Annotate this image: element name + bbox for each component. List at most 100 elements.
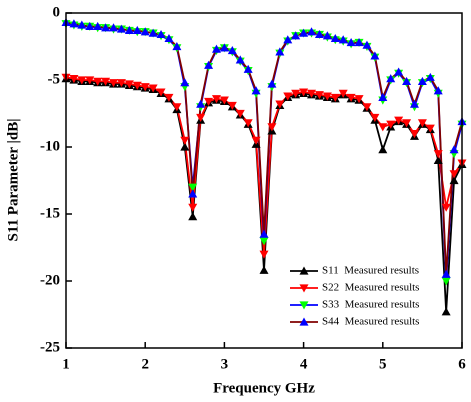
marker [417, 76, 427, 85]
marker [283, 92, 293, 101]
marker [441, 203, 451, 212]
marker [433, 155, 443, 164]
marker [354, 95, 364, 104]
marker [283, 35, 293, 44]
x-axis-label: Frequency GHz [213, 380, 315, 396]
y-axis-label: S11 Parameter |dB| [5, 119, 21, 242]
marker [338, 89, 348, 98]
marker [441, 277, 451, 286]
marker [370, 113, 380, 123]
marker [211, 95, 221, 104]
marker [362, 40, 372, 49]
marker [314, 29, 324, 39]
marker [449, 145, 459, 154]
marker [425, 72, 435, 81]
marker [433, 150, 443, 159]
marker [243, 64, 253, 73]
marker [259, 229, 269, 238]
y-tick-label: -20 [40, 272, 60, 288]
y-tick-label: -5 [48, 71, 61, 87]
marker [307, 27, 317, 36]
marker [188, 203, 198, 212]
marker [101, 23, 111, 32]
x-tick-label: 3 [221, 356, 229, 372]
marker [322, 92, 332, 101]
marker [180, 78, 190, 87]
marker [409, 130, 419, 139]
marker [85, 21, 95, 30]
marker [441, 269, 451, 278]
marker [188, 212, 198, 221]
plot-frame [65, 12, 463, 349]
y-tick-label: -25 [40, 339, 60, 355]
legend-marker [299, 266, 309, 275]
marker [449, 170, 459, 179]
marker [267, 123, 277, 132]
marker [204, 60, 214, 69]
marker [370, 51, 380, 60]
marker [69, 19, 79, 28]
marker [93, 77, 103, 86]
marker [69, 75, 79, 84]
marker [77, 76, 87, 85]
marker [188, 183, 198, 192]
marker [386, 120, 396, 129]
legend-marker [299, 301, 309, 310]
marker [346, 93, 356, 102]
marker [85, 76, 95, 85]
marker [235, 55, 245, 64]
marker [322, 31, 332, 40]
marker [172, 103, 182, 112]
marker [140, 27, 150, 36]
marker [402, 119, 412, 128]
marker [188, 189, 198, 198]
marker [378, 145, 388, 154]
marker [378, 123, 388, 132]
marker [330, 93, 340, 102]
marker [196, 113, 206, 123]
marker [172, 42, 182, 51]
marker [346, 37, 356, 47]
marker [101, 77, 111, 86]
marker [433, 86, 443, 95]
marker [211, 44, 221, 53]
marker [148, 28, 158, 37]
marker [227, 46, 237, 55]
legend-label: S22 Measured results [322, 282, 419, 294]
marker [394, 67, 404, 76]
marker [156, 88, 166, 97]
marker [314, 91, 324, 100]
marker [93, 21, 103, 30]
marker [124, 80, 134, 89]
marker [219, 96, 229, 105]
marker [116, 79, 126, 88]
marker [180, 136, 190, 145]
marker [164, 93, 174, 102]
legend-marker [299, 284, 309, 293]
legend-label: S33 Measured results [322, 299, 419, 311]
marker [251, 136, 261, 145]
x-tick-label: 6 [458, 356, 466, 372]
series-line [65, 77, 463, 312]
marker [77, 20, 87, 29]
marker [362, 103, 372, 112]
marker [116, 24, 126, 33]
marker [235, 109, 245, 118]
marker [156, 29, 166, 39]
x-tick-label: 2 [141, 356, 149, 372]
marker [148, 84, 158, 93]
marker [180, 142, 190, 151]
legend-marker [299, 317, 309, 326]
marker [394, 116, 404, 125]
marker [140, 83, 150, 92]
marker [299, 88, 309, 97]
marker [402, 76, 412, 85]
marker [291, 31, 301, 40]
marker [124, 25, 134, 35]
y-tick-label: 0 [53, 4, 61, 20]
marker [259, 237, 269, 246]
marker [251, 86, 261, 95]
marker [386, 74, 396, 83]
marker [109, 79, 119, 88]
y-tick-label: -15 [40, 205, 60, 221]
